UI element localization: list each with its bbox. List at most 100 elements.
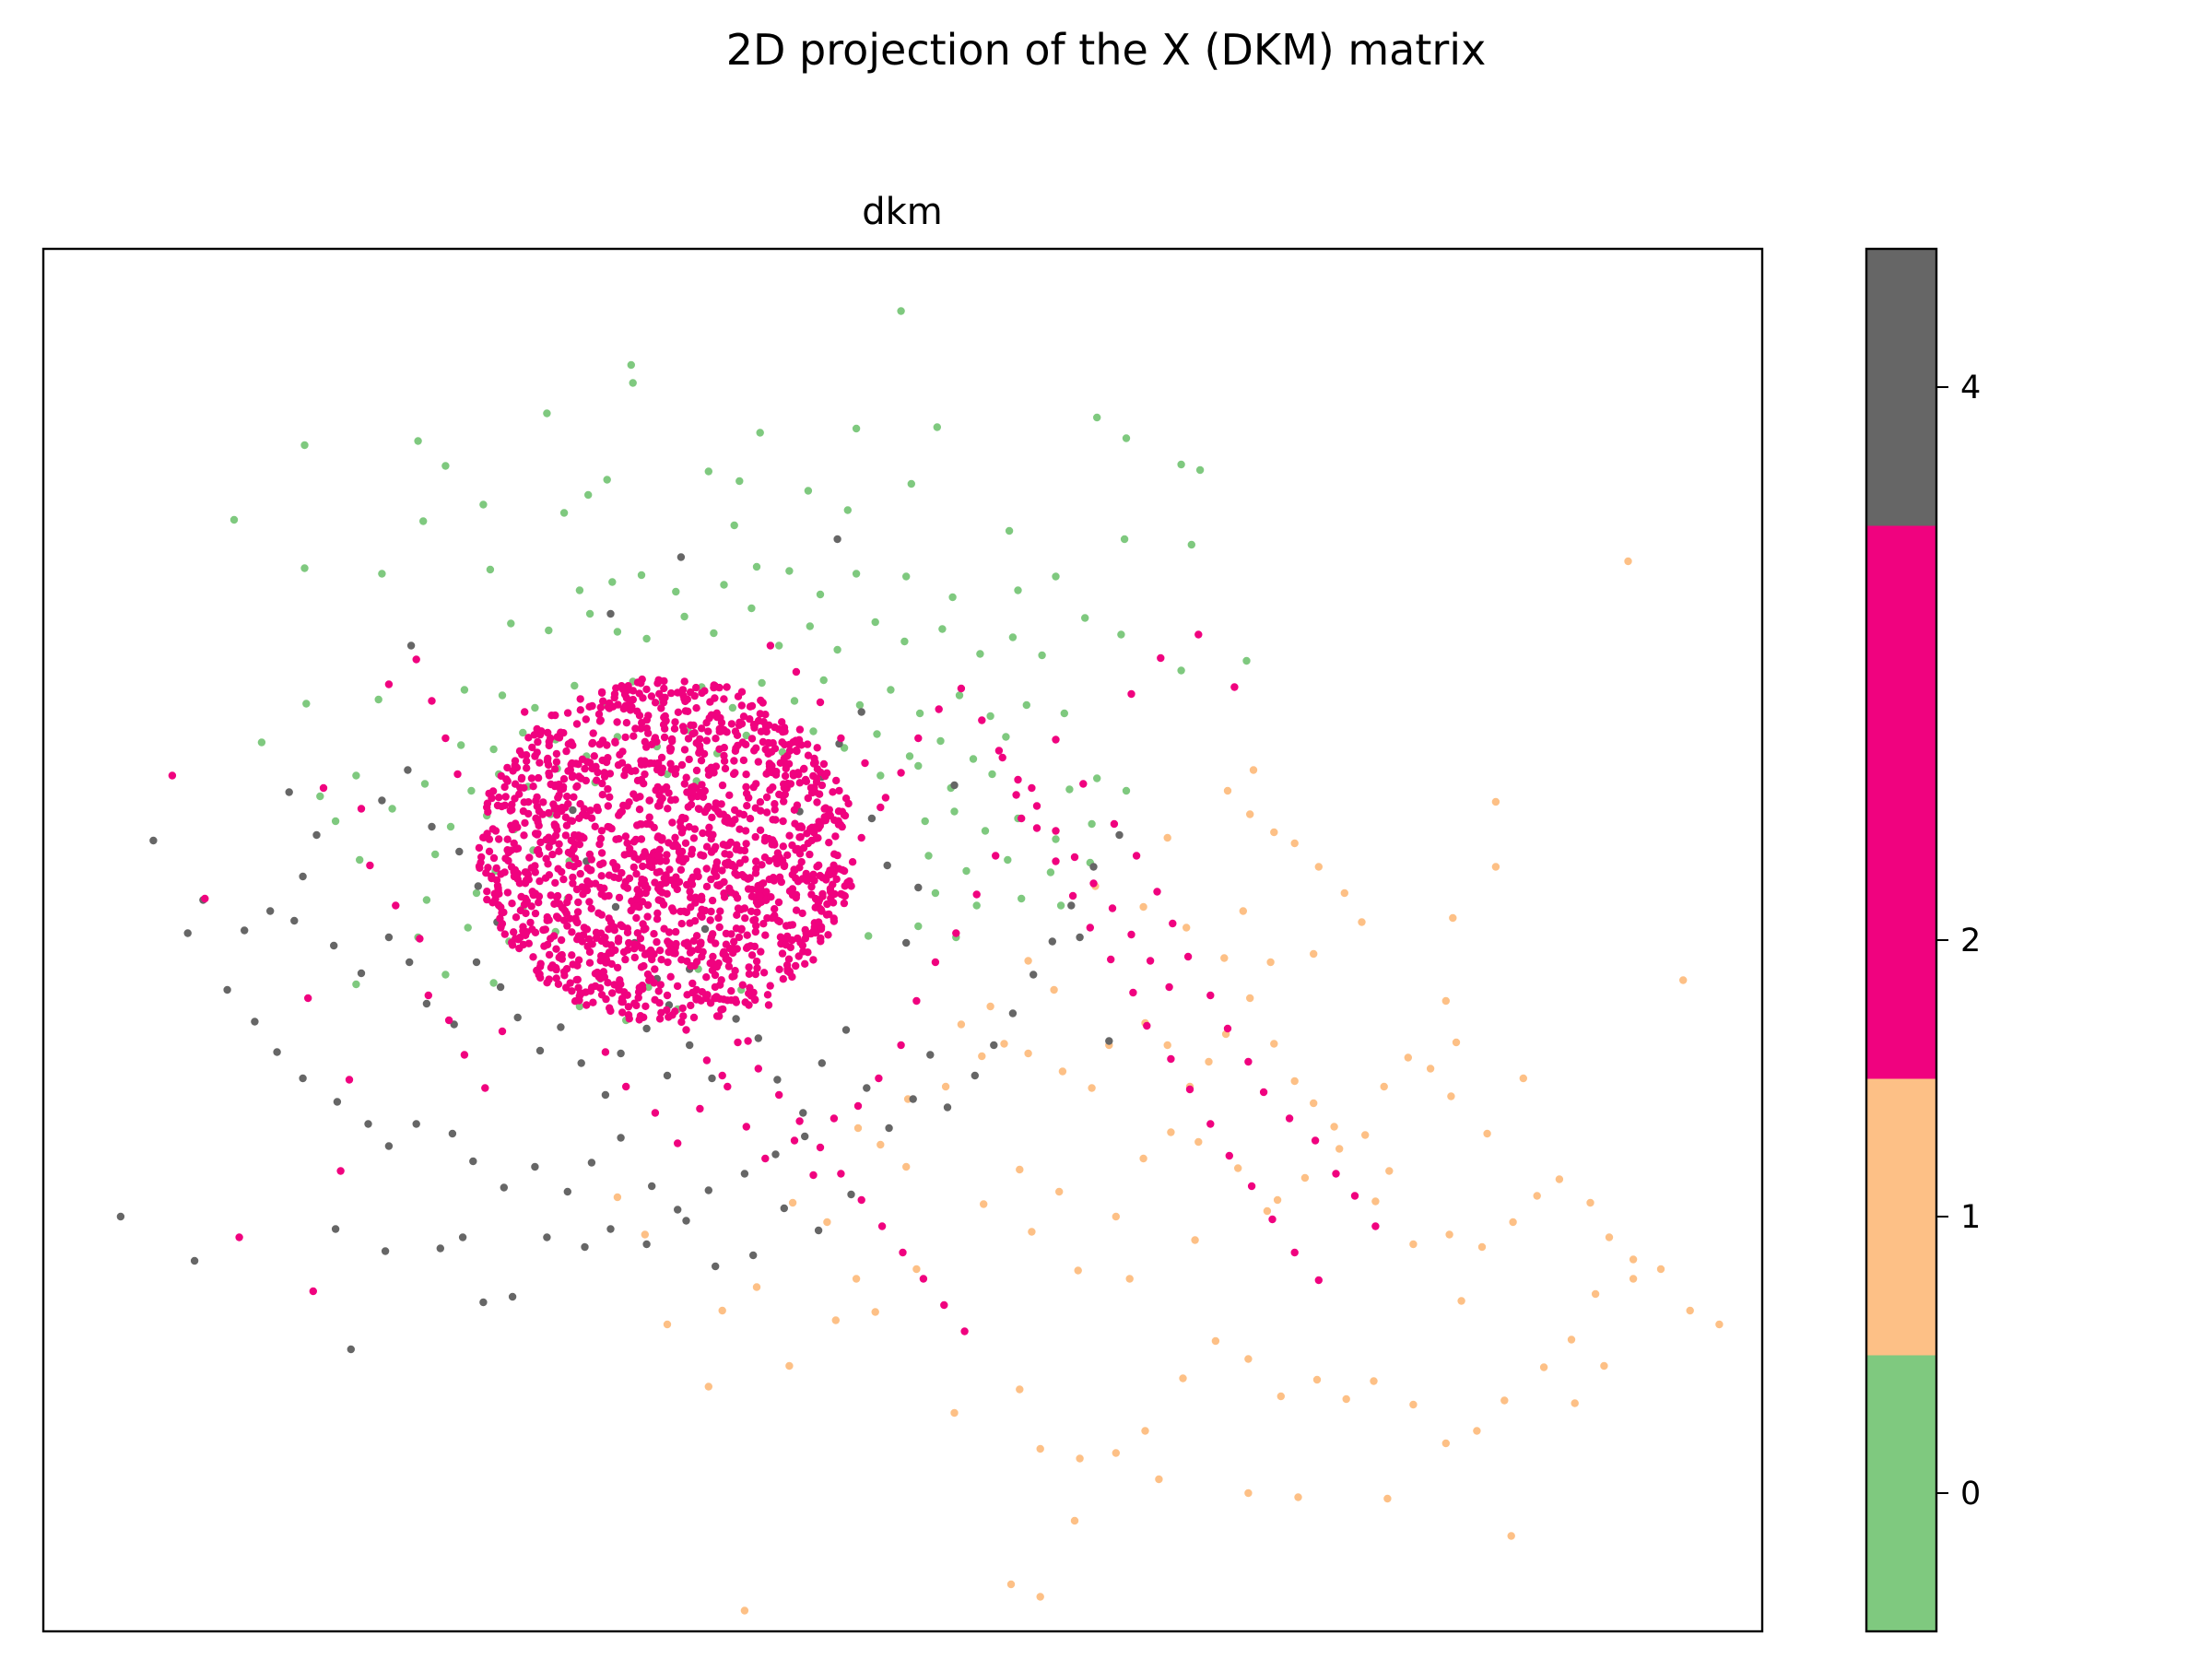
scatter-point-cluster-1: [1036, 1444, 1044, 1453]
scatter-point-cluster-2-core: [625, 938, 633, 947]
scatter-point-cluster-2-core: [783, 851, 792, 859]
scatter-point-cluster-4: [648, 1182, 656, 1191]
scatter-point-cluster-2-core: [574, 983, 582, 992]
scatter-point-cluster-1: [1244, 1355, 1253, 1363]
scatter-point-cluster-2-core: [606, 1006, 615, 1016]
scatter-point-cluster-2-core: [807, 890, 816, 899]
scatter-point-cluster-2-core: [653, 802, 663, 810]
scatter-point-cluster-2-core: [665, 1013, 673, 1021]
scatter-point-cluster-2-core: [504, 848, 512, 857]
scatter-point-cluster-0: [613, 628, 622, 636]
scatter-point-cluster-1: [1600, 1361, 1608, 1371]
scatter-point-cluster-2-core: [574, 898, 582, 907]
scatter-point-cluster-2-core: [735, 933, 744, 942]
scatter-point-cluster-1: [1244, 1488, 1253, 1498]
scatter-point-cluster-0: [902, 572, 911, 581]
scatter-point-cluster-2-core: [651, 965, 659, 973]
scatter-point-cluster-0: [627, 360, 635, 370]
scatter-point-cluster-2: [742, 1123, 750, 1131]
scatter-point-cluster-0: [1195, 465, 1205, 475]
scatter-point-cluster-1: [1624, 557, 1632, 566]
scatter-point-cluster-2-core: [848, 858, 857, 866]
scatter-point-cluster-2-core: [639, 694, 647, 702]
scatter-point-cluster-4: [902, 938, 911, 947]
scatter-point-cluster-0: [672, 587, 680, 596]
scatter-point-cluster-2-core: [677, 1018, 686, 1027]
scatter-point-cluster-1: [831, 1316, 840, 1324]
scatter-point-cluster-2-core: [641, 1002, 650, 1011]
scatter-point-cluster-1: [1452, 1038, 1461, 1047]
scatter-point-cluster-2-core: [740, 873, 748, 881]
scatter-point-cluster-2-core: [631, 767, 640, 775]
scatter-point-cluster-2-core: [559, 875, 568, 884]
colorbar-ticks: 0 1 2 4: [1936, 370, 1981, 1512]
scatter-point-cluster-2-core: [795, 725, 805, 734]
scatter-point-cluster-0: [986, 712, 994, 721]
scatter-point-cluster-0: [728, 703, 737, 712]
scatter-point-cluster-1: [1571, 1399, 1579, 1407]
scatter-point-cluster-1: [853, 1124, 863, 1133]
scatter-point-cluster-4: [601, 1090, 610, 1100]
scatter-point-cluster-4: [885, 1124, 893, 1133]
scatter-point-cluster-0: [571, 681, 579, 690]
scatter-point-cluster-4: [740, 1170, 749, 1178]
scatter-point-cluster-2-core: [584, 935, 594, 944]
scatter-point-cluster-2-core: [723, 683, 731, 691]
scatter-point-cluster-2-core: [811, 759, 819, 767]
scatter-point-cluster-0: [905, 752, 914, 760]
scatter-point-cluster-0: [785, 567, 794, 575]
scatter-point-cluster-2-core: [653, 851, 663, 860]
scatter-point-cluster-2-core: [771, 806, 779, 814]
scatter-point-cluster-4: [1008, 1009, 1018, 1018]
scatter-point-cluster-0: [422, 896, 431, 904]
scatter-point-cluster-2-core: [763, 991, 772, 999]
scatter-point-cluster-2-core: [498, 802, 506, 811]
scatter-point-cluster-0: [816, 590, 825, 599]
scatter-point-cluster-2: [897, 1041, 905, 1050]
scatter-point-cluster-1: [663, 1320, 672, 1329]
scatter-point-cluster-1: [1358, 918, 1366, 926]
scatter-point-cluster-2-core: [600, 884, 608, 892]
scatter-point-cluster-2-core: [840, 891, 848, 900]
scatter-point-cluster-2-core: [774, 898, 783, 907]
scatter-point-cluster-1: [1249, 766, 1258, 774]
scatter-point-cluster-2: [521, 708, 529, 716]
scatter-point-cluster-2-core: [829, 899, 838, 907]
scatter-point-cluster-2: [392, 901, 400, 910]
scatter-point-cluster-2-core: [688, 850, 696, 858]
scatter-point-cluster-2: [424, 991, 432, 1000]
scatter-point-cluster-2-core: [662, 856, 670, 865]
scatter-point-cluster-1: [1088, 1084, 1096, 1092]
scatter-point-cluster-1: [1447, 1092, 1455, 1100]
scatter-point-cluster-2-core: [798, 909, 806, 918]
scatter-point-cluster-2-core: [706, 916, 714, 924]
scatter-point-cluster-2-core: [817, 768, 825, 777]
scatter-points: [116, 307, 1724, 1615]
scatter-point-cluster-2-core: [633, 707, 641, 715]
scatter-point-cluster-2-core: [665, 939, 674, 947]
scatter-point-cluster-2-core: [595, 740, 604, 748]
scatter-point-cluster-2-core: [644, 729, 653, 737]
scatter-point-cluster-2-core: [483, 799, 492, 807]
scatter-point-cluster-2-core: [523, 764, 531, 772]
scatter-point-cluster-2-core: [761, 711, 770, 719]
scatter-point-cluster-2-core: [536, 959, 545, 968]
scatter-point-cluster-2-core: [778, 949, 787, 958]
scatter-point-cluster-2-core: [657, 897, 665, 905]
scatter-point-cluster-4: [513, 1013, 522, 1022]
scatter-point-cluster-4: [1076, 933, 1084, 942]
scatter-point-cluster-4: [686, 1041, 694, 1050]
scatter-point-cluster-1: [1191, 1236, 1199, 1244]
scatter-point-cluster-0: [720, 581, 728, 589]
scatter-point-cluster-2-core: [636, 935, 645, 943]
scatter-point-cluster-4: [330, 941, 338, 950]
scatter-point-cluster-4: [531, 1162, 539, 1171]
scatter-point-cluster-2-core: [751, 869, 760, 877]
scatter-point-cluster-2-core: [621, 955, 629, 964]
scatter-point-cluster-2: [1167, 1054, 1175, 1064]
scatter-point-cluster-2-core: [623, 928, 632, 936]
scatter-point-cluster-0: [457, 741, 465, 749]
scatter-point-cluster-4: [611, 902, 620, 912]
scatter-point-cluster-2-core: [765, 759, 774, 768]
scatter-point-cluster-2-core: [517, 774, 526, 783]
